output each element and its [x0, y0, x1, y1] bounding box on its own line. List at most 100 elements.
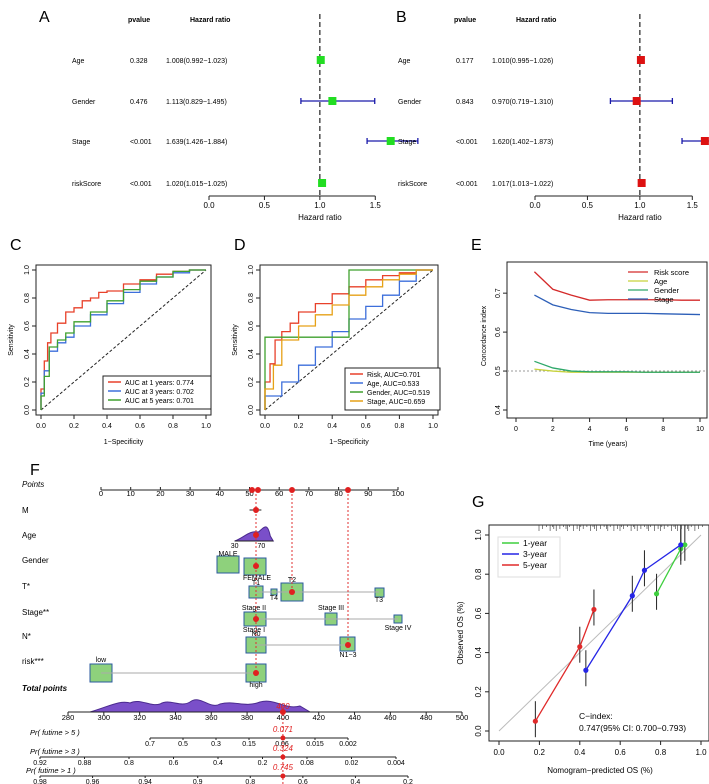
- nomogram-row-label: risk***: [22, 657, 44, 666]
- patient-point: [253, 670, 259, 676]
- total-tick-label: 400: [277, 713, 290, 722]
- probability-tick-label: 0.002: [339, 741, 357, 748]
- legend-label: Stage, AUC=0.659: [367, 399, 425, 406]
- probability-tick-label: 0.015: [306, 741, 324, 748]
- risk-level: low: [96, 657, 107, 664]
- total-value: 400: [276, 702, 290, 711]
- patient-point: [249, 487, 255, 493]
- points-tick-label: 100: [392, 489, 405, 498]
- points-tick-label: 20: [156, 489, 164, 498]
- cindex-label: C−index:: [579, 711, 613, 721]
- x-tick-label: 0.6: [135, 423, 145, 430]
- calibration-point: [641, 567, 648, 573]
- t-level: T2: [288, 577, 296, 584]
- y-tick-label: 0.0: [474, 725, 483, 737]
- probability-tick-label: 0.8: [245, 779, 255, 784]
- y-axis-label: Observed OS (%): [456, 601, 465, 664]
- plot-frame: [259, 264, 439, 416]
- probability-tick-label: 0.96: [86, 779, 100, 784]
- legend-label: Gender, AUC=0.519: [367, 390, 430, 397]
- x-tick-label: 1.5: [687, 201, 699, 210]
- x-axis-label: Hazard ratio: [618, 213, 662, 222]
- cindex-value: 0.747(95% CI: 0.700−0.793): [579, 723, 686, 733]
- total-tick-label: 320: [133, 713, 146, 722]
- row-pvalue: <0.001: [130, 181, 152, 188]
- x-tick-label: 1.0: [201, 423, 211, 430]
- row-hr-text: 1.008(0.992−1.023): [166, 58, 227, 65]
- hr-marker: [316, 56, 325, 64]
- t-level: T4: [270, 595, 278, 602]
- nomogram-row-label: Gender: [22, 556, 49, 565]
- probability-tick-label: 0.2: [403, 779, 413, 784]
- y-tick-label: 0.4: [24, 349, 31, 359]
- probability-label: Pr( futime > 5 ): [30, 728, 80, 737]
- points-tick-label: 80: [334, 489, 342, 498]
- roc-curve: [264, 269, 433, 410]
- y-tick-label: 0.2: [248, 377, 255, 387]
- calibration-point: [653, 591, 660, 597]
- patient-point: [289, 589, 295, 595]
- points-tick-label: 30: [186, 489, 194, 498]
- age-level: 30: [231, 543, 239, 550]
- legend-label: Gender: [654, 286, 680, 295]
- nomogram-row-label: N*: [22, 632, 31, 641]
- col-header-pvalue: pvalue: [128, 17, 150, 24]
- hr-marker: [700, 137, 709, 145]
- row-pvalue: <0.001: [456, 181, 478, 188]
- forest-plot-b: pvalue Hazard ratio Age 0.177 1.010(0.995−1.…: [398, 14, 709, 222]
- x-tick-label: 2: [551, 426, 555, 433]
- legend-label: Risk score: [654, 268, 689, 277]
- points-tick-label: 0: [99, 489, 103, 498]
- panel-label-b: B: [396, 9, 407, 26]
- hr-marker: [318, 179, 327, 187]
- legend-box: [497, 536, 561, 578]
- calibration-line: [585, 544, 682, 671]
- legend-label: Age: [654, 277, 667, 286]
- panel-label-c: C: [10, 237, 22, 254]
- x-tick-label: 0.5: [259, 201, 271, 210]
- hr-marker: [328, 97, 337, 105]
- legend-label: Age, AUC=0.533: [367, 381, 419, 388]
- probability-point: [280, 735, 286, 741]
- patient-point: [345, 487, 351, 493]
- probability-point: [280, 754, 286, 760]
- row-hr-text: 1.017(1.013−1.022): [492, 181, 553, 188]
- row-label: Stage: [72, 139, 90, 146]
- x-tick-label: 0.8: [168, 423, 178, 430]
- x-tick-label: 0.0: [493, 748, 505, 757]
- total-tick-label: 420: [312, 713, 325, 722]
- roc-plot-c: 0.0 0.2 0.4 0.6 0.8 1.0 0.0 0.2 0.4 0.6 0.8 1.0 1−Sp…: [8, 264, 212, 446]
- points-tick-label: 70: [305, 489, 313, 498]
- patient-point: [253, 532, 259, 538]
- legend-label: 3-year: [523, 549, 547, 559]
- col-header-hazard: Hazard ratio: [190, 17, 230, 24]
- row-hr-text: 0.970(0.719−1.310): [492, 99, 553, 106]
- legend-label: Stage: [654, 295, 674, 304]
- probability-tick-label: 0.15: [242, 741, 256, 748]
- x-tick-label: 0.4: [102, 423, 112, 430]
- row-pvalue: 0.843: [456, 99, 474, 106]
- x-axis-label: Nomogram−predicted OS (%): [547, 766, 653, 775]
- roc-curve: [40, 269, 206, 410]
- total-points-label: Total points: [22, 684, 68, 693]
- legend-box: [344, 367, 441, 411]
- forest-plot-a: pvalue Hazard ratio Age 0.328 1.008(0.992−1.…: [72, 14, 419, 222]
- probability-value: 0.745: [273, 763, 294, 772]
- hr-marker: [637, 179, 646, 187]
- y-tick-label: 0.6: [495, 327, 502, 337]
- roc-curve: [264, 269, 433, 410]
- row-pvalue: <0.001: [456, 139, 478, 146]
- calibration-point: [678, 542, 684, 548]
- plot-frame: [506, 261, 708, 419]
- panel-label-g: G: [472, 494, 484, 511]
- roc-plot-d: 0.0 0.2 0.4 0.6 0.8 1.0 0.0 0.2 0.4 0.6 0.8 1.0 1−Sp…: [232, 264, 441, 446]
- y-axis-label: Sensitivity: [232, 324, 239, 356]
- y-tick-label: 0.6: [248, 321, 255, 331]
- row-label: Gender: [72, 99, 96, 106]
- probability-tick-label: 0.3: [211, 741, 221, 748]
- stage-level: Stage III: [318, 605, 344, 612]
- probability-tick-label: 0.6: [298, 779, 308, 784]
- x-tick-label: 6: [624, 426, 628, 433]
- x-tick-label: 0: [514, 426, 518, 433]
